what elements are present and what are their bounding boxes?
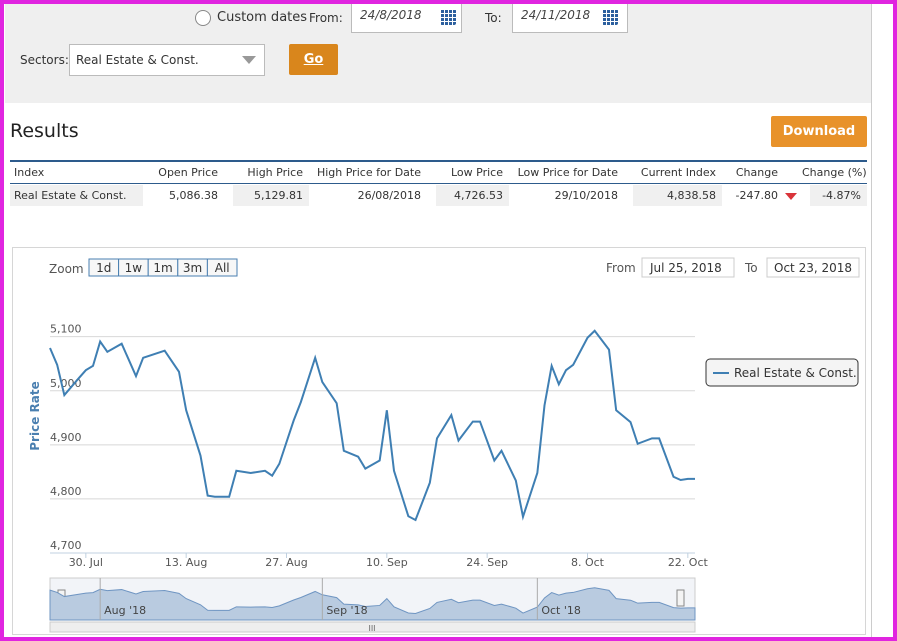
- sector-value: Real Estate & Const.: [76, 53, 199, 67]
- y-tick-label: 5,100: [50, 323, 82, 336]
- results-table: Index Open Price High Price High Price for …: [10, 160, 867, 208]
- table-header: Low Price for Date: [517, 166, 618, 179]
- table-header: Open Price: [158, 166, 218, 179]
- cell-bg: [233, 185, 309, 206]
- navigator-tick-label: Aug '18: [104, 604, 146, 617]
- y-tick-label: 5,000: [50, 377, 82, 390]
- from-label: From:: [309, 11, 343, 25]
- change-down-icon: [785, 193, 797, 200]
- x-tick-label: 27. Aug: [265, 556, 307, 569]
- zoom-button-label[interactable]: 3m: [183, 261, 202, 275]
- y-tick-label: 4,900: [50, 431, 82, 444]
- navigator-area: [49, 587, 696, 621]
- results-title: Results: [10, 120, 79, 142]
- x-tick-label: 13. Aug: [165, 556, 207, 569]
- dropdown-arrow: [242, 56, 256, 64]
- x-tick-label: 8. Oct: [571, 556, 605, 569]
- calendar-icon[interactable]: [440, 9, 456, 25]
- table-cell: 26/08/2018: [357, 189, 421, 202]
- download-button[interactable]: Download: [771, 116, 867, 147]
- range-from-label: From: [606, 261, 636, 275]
- scrollbar[interactable]: [49, 621, 696, 633]
- range-to-value: Oct 23, 2018: [774, 261, 852, 275]
- table-cell: 29/10/2018: [554, 189, 618, 202]
- zoom-button-label[interactable]: 1w: [125, 261, 143, 275]
- navigator-tick-label: Oct '18: [541, 604, 581, 617]
- table-header: Change (%): [802, 166, 867, 179]
- go-button[interactable]: Go: [289, 44, 338, 75]
- calendar-icon[interactable]: [602, 9, 618, 25]
- cell-bg: [810, 185, 867, 206]
- range-to-label: To: [744, 261, 758, 275]
- radio-label: Custom dates: [217, 10, 308, 25]
- to-label: To:: [485, 11, 502, 25]
- range-from-input[interactable]: [641, 257, 735, 278]
- header-rule: [10, 183, 867, 184]
- table-cell: 4,726.53: [454, 189, 503, 202]
- table-header: Index: [14, 166, 45, 179]
- to-value: 24/11/2018: [521, 8, 591, 22]
- navigator-handle[interactable]: [676, 589, 685, 607]
- radio-button[interactable]: [195, 10, 211, 26]
- zoom-button[interactable]: [206, 258, 238, 277]
- legend-label[interactable]: Real Estate & Const.: [734, 366, 857, 380]
- table-cell: Real Estate & Const.: [14, 189, 127, 202]
- range-to-input[interactable]: [766, 257, 860, 278]
- chart-panel: [12, 247, 866, 635]
- table-cell: 5,086.38: [169, 189, 218, 202]
- table-cell: 5,129.81: [254, 189, 303, 202]
- cell-bg: [436, 185, 509, 206]
- y-axis-title: Price Rate: [28, 381, 42, 450]
- zoom-label: Zoom: [49, 262, 84, 276]
- range-from-value: Jul 25, 2018: [649, 261, 722, 275]
- line-series: [49, 329, 695, 522]
- table-cell: -4.87%: [822, 189, 861, 202]
- cell-bg: [10, 185, 143, 206]
- table-header: High Price: [247, 166, 303, 179]
- table-cell: 4,838.58: [667, 189, 716, 202]
- sectors-label: Sectors:: [20, 53, 69, 67]
- table-header: Low Price: [451, 166, 503, 179]
- x-tick-label: 24. Sep: [466, 556, 508, 569]
- x-tick-label: 22. Oct: [668, 556, 709, 569]
- table-header: Change: [735, 166, 778, 179]
- cell-bg: [633, 185, 722, 206]
- navigator-tick-label: Sep '18: [326, 604, 367, 617]
- x-tick-label: 30. Jul: [69, 556, 103, 569]
- y-tick-label: 4,800: [50, 485, 82, 498]
- from-value: 24/8/2018: [360, 8, 422, 22]
- sector-select[interactable]: Real Estate & Const.: [69, 44, 265, 76]
- zoom-button-label[interactable]: 1m: [153, 261, 172, 275]
- zoom-button-label[interactable]: 1d: [96, 261, 111, 275]
- table-header: Current Index: [640, 166, 716, 179]
- divider: [871, 0, 872, 641]
- scrollbar-grip: III: [368, 624, 375, 633]
- table-header: High Price for Date: [316, 166, 421, 179]
- legend-box: [705, 358, 859, 387]
- x-tick-label: 10. Sep: [366, 556, 408, 569]
- y-tick-label: 4,700: [50, 539, 82, 552]
- table-cell: -247.80: [735, 189, 778, 202]
- zoom-button-label[interactable]: All: [215, 261, 230, 275]
